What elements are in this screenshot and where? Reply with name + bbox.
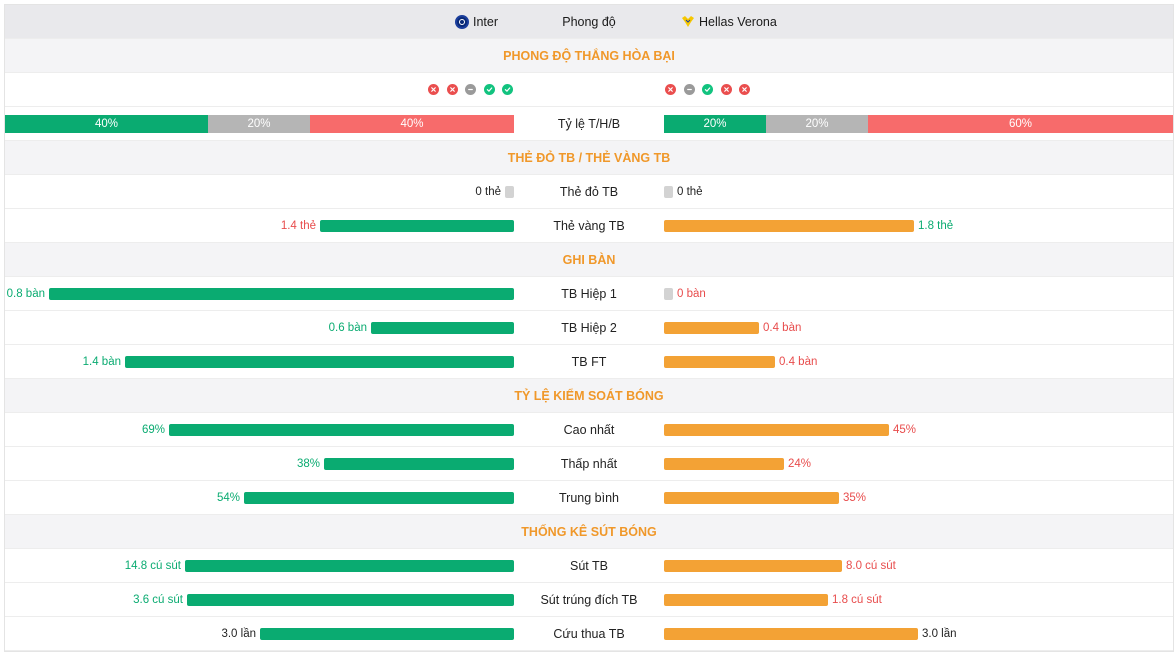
- home-bar: [125, 356, 514, 368]
- stat-label: TB Hiệp 2: [561, 321, 617, 335]
- home-value: 3.0 lần: [221, 628, 256, 640]
- away-value: 1.8 cú sút: [832, 594, 882, 606]
- home-team[interactable]: Inter: [455, 5, 498, 39]
- away-value: 1.8 thẻ: [918, 220, 954, 232]
- away-value: 3.0 lần: [922, 628, 957, 640]
- section-title-cards: THẺ ĐỎ TB / THẺ VÀNG TB: [5, 141, 1173, 175]
- stat-label: TB FT: [571, 355, 607, 369]
- minus-circle-icon: [465, 84, 476, 95]
- away-bar: [664, 560, 842, 572]
- home-bar: [505, 186, 514, 198]
- stats-panel: Inter Phong độ Hellas Verona PHONG ĐỘ TH…: [4, 4, 1174, 652]
- away-win-segment: 20%: [664, 115, 766, 133]
- section-title-possession: TỶ LỆ KIỂM SOÁT BÓNG: [5, 379, 1173, 413]
- check-circle-icon: [483, 84, 495, 95]
- section-title-shots: THỐNG KÊ SÚT BÓNG: [5, 515, 1173, 549]
- away-bar: [664, 492, 839, 504]
- home-bar: [324, 458, 514, 470]
- home-value: 14.8 cú sút: [124, 560, 181, 572]
- home-bar: [49, 288, 514, 300]
- away-value: 8.0 cú sút: [846, 560, 896, 572]
- check-circle-icon: [702, 84, 713, 95]
- stat-row-red-cards: 0 thẻ Thẻ đỏ TB 0 thẻ: [5, 175, 1173, 209]
- stat-row-goals-h2: 0.6 bàn TB Hiệp 2 0.4 bàn: [5, 311, 1173, 345]
- away-value: 0.4 bàn: [779, 356, 818, 368]
- x-circle-icon: [428, 84, 439, 95]
- home-value: 1.4 thẻ: [280, 220, 316, 232]
- stat-row-saves: 3.0 lần Cứu thua TB 3.0 lần: [5, 617, 1173, 651]
- home-value: 69%: [141, 424, 165, 436]
- away-draw-segment: 20%: [766, 115, 868, 133]
- team-header: Inter Phong độ Hellas Verona: [5, 5, 1173, 39]
- away-bar: [664, 424, 889, 436]
- stat-row-yellow-cards: 1.4 thẻ Thẻ vàng TB 1.8 thẻ: [5, 209, 1173, 243]
- home-value: 3.6 cú sút: [133, 594, 183, 606]
- stat-label: Trung bình: [559, 491, 619, 505]
- home-bar: [185, 560, 514, 572]
- away-bar: [664, 628, 918, 640]
- home-bar: [187, 594, 514, 606]
- away-value: 35%: [843, 492, 867, 504]
- home-value: 38%: [296, 458, 320, 470]
- home-bar: [260, 628, 514, 640]
- stat-label: Thẻ đỏ TB: [559, 185, 619, 199]
- home-draw-segment: 20%: [208, 115, 310, 133]
- stat-label: TB Hiệp 1: [561, 287, 617, 301]
- stat-label: Sút TB: [570, 559, 608, 573]
- x-circle-icon: [739, 84, 750, 95]
- stat-label: Thấp nhất: [560, 457, 618, 471]
- home-bar: [320, 220, 514, 232]
- home-team-name: Inter: [473, 15, 499, 29]
- away-value: 45%: [893, 424, 917, 436]
- away-bar: [664, 458, 784, 470]
- stat-row-goals-ft: 1.4 bàn TB FT 0.4 bàn: [5, 345, 1173, 379]
- away-value: 0 thẻ: [677, 186, 703, 198]
- home-bar: [371, 322, 514, 334]
- home-bar: [244, 492, 514, 504]
- away-team-name: Hellas Verona: [699, 15, 777, 29]
- header-title: Phong độ: [562, 15, 616, 29]
- stat-row-shots-on-target: 3.6 cú sút Sút trúng đích TB 1.8 cú sút: [5, 583, 1173, 617]
- home-bar: [169, 424, 514, 436]
- stat-row-goals-h1: 0.8 bàn TB Hiệp 1 0 bàn: [5, 277, 1173, 311]
- hellas-verona-logo-icon: [682, 16, 694, 27]
- home-win-segment: 40%: [5, 115, 208, 133]
- home-value: 0.8 bàn: [6, 288, 45, 300]
- away-loss-segment: 60%: [868, 115, 1173, 133]
- stat-label: Cứu thua TB: [553, 627, 625, 641]
- home-value: 54%: [216, 492, 240, 504]
- ratio-row: 40% 20% 40% Tỷ lệ T/H/B 20% 20% 60%: [5, 107, 1173, 141]
- x-circle-icon: [446, 84, 458, 95]
- section-title-goals: GHI BÀN: [5, 243, 1173, 277]
- x-circle-icon: [665, 84, 676, 95]
- ratio-label: Tỷ lệ T/H/B: [557, 117, 621, 131]
- home-value: 0 thẻ: [475, 186, 501, 198]
- away-bar: [664, 356, 775, 368]
- stat-row-poss-low: 38% Thấp nhất 24%: [5, 447, 1173, 481]
- away-value: 0.4 bàn: [763, 322, 802, 334]
- home-loss-segment: 40%: [310, 115, 514, 133]
- away-bar: [664, 322, 759, 334]
- x-circle-icon: [720, 84, 732, 95]
- stat-label: Sút trúng đích TB: [540, 593, 638, 607]
- away-value: 24%: [788, 458, 812, 470]
- form-row: [5, 73, 1173, 107]
- stat-row-shots-avg: 14.8 cú sút Sút TB 8.0 cú sút: [5, 549, 1173, 583]
- stat-label: Thẻ vàng TB: [553, 219, 625, 233]
- away-value: 0 bàn: [677, 288, 706, 300]
- stat-label: Cao nhất: [563, 423, 615, 437]
- home-value: 0.6 bàn: [328, 322, 367, 334]
- section-title-form: PHONG ĐỘ THẮNG HÒA BẠI: [5, 39, 1173, 73]
- check-circle-icon: [502, 84, 513, 95]
- away-bar: [664, 186, 673, 198]
- stat-row-poss-high: 69% Cao nhất 45%: [5, 413, 1173, 447]
- inter-logo-icon: [455, 15, 469, 29]
- away-bar: [664, 288, 673, 300]
- away-bar: [664, 220, 914, 232]
- home-value: 1.4 bàn: [82, 356, 121, 368]
- away-team[interactable]: Hellas Verona: [681, 5, 777, 39]
- minus-circle-icon: [683, 84, 695, 95]
- away-bar: [664, 594, 828, 606]
- stat-row-poss-avg: 54% Trung bình 35%: [5, 481, 1173, 515]
